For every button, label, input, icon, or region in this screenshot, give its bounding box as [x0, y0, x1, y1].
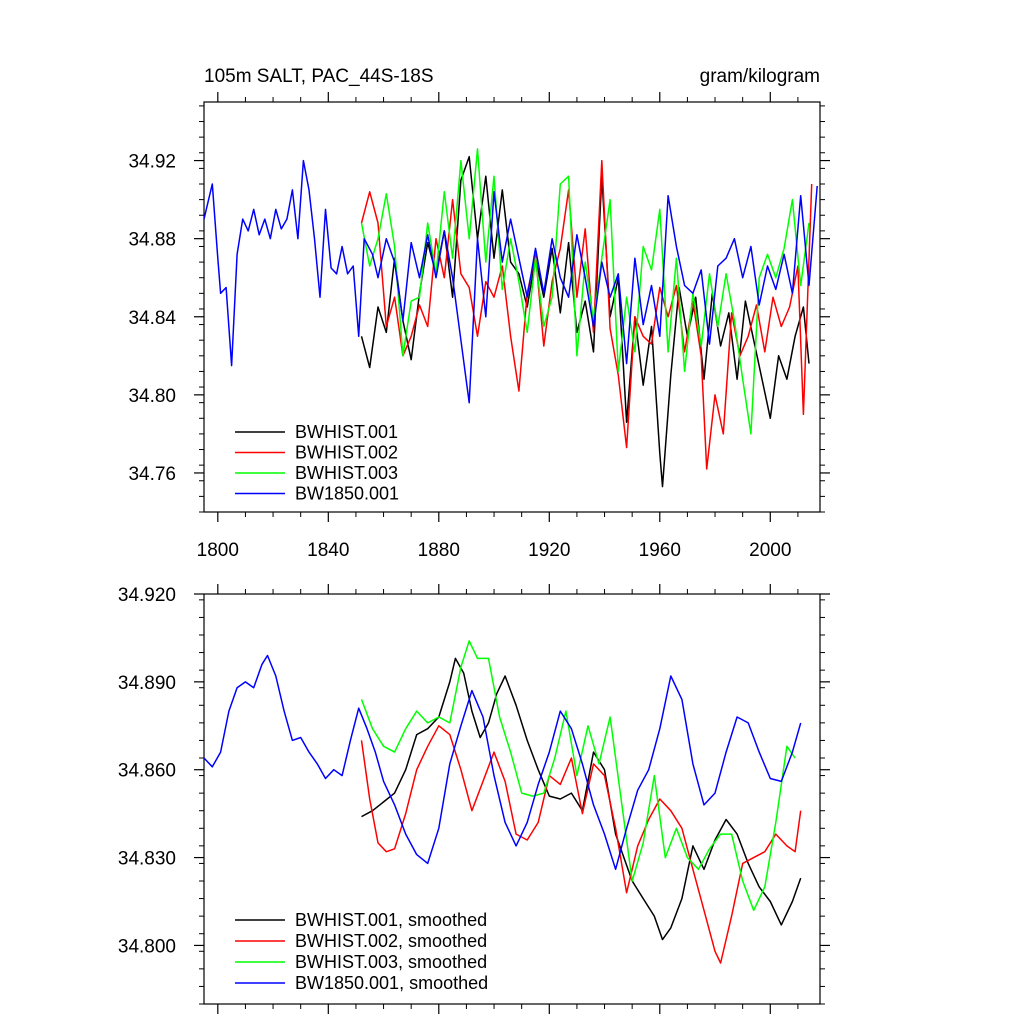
- legend-label: BWHIST.001, smoothed: [295, 910, 487, 930]
- x-tick-label: 1840: [307, 540, 349, 561]
- top-axis-ticks: 1800 1840 1880 1920 1960 2000 34.76 34.80 34.84 3…: [128, 92, 830, 561]
- y-tick-label: 34.800: [118, 936, 176, 957]
- legend-label: BWHIST.003: [295, 463, 398, 483]
- x-tick-label: 1920: [528, 540, 570, 561]
- series-line-bwhist-002-smoothed: [360, 725, 802, 964]
- top-plot-frame: [203, 101, 821, 513]
- y-tick-label: 34.92: [128, 152, 176, 173]
- x-tick-label: 1880: [418, 540, 460, 561]
- top-chart-units: gram/kilogram: [700, 66, 820, 87]
- y-tick-label: 34.830: [118, 849, 176, 870]
- legend-label: BW1850.001, smoothed: [295, 973, 488, 993]
- y-tick-label: 34.890: [118, 673, 176, 694]
- legend-label: BWHIST.002: [295, 443, 398, 463]
- y-tick-label: 34.80: [128, 386, 176, 407]
- legend-label: BW1850.001: [295, 484, 399, 504]
- legend-label: BWHIST.002, smoothed: [295, 931, 487, 951]
- bottom-series-lines: [203, 640, 802, 964]
- top-chart-panel: 105m SALT, PAC_44S-18S gram/kilogram 180…: [128, 66, 830, 561]
- bottom-plot-frame: [203, 593, 821, 1005]
- bottom-chart-panel: 34.800 34.830 34.860 34.890 34.920 BWHIST.00…: [118, 584, 830, 1014]
- bottom-axis-ticks: 34.800 34.830 34.860 34.890 34.920: [118, 584, 830, 1014]
- y-tick-label: 34.76: [128, 464, 176, 485]
- x-tick-label: 1800: [197, 540, 239, 561]
- y-tick-label: 34.88: [128, 230, 176, 251]
- series-line-bwhist-003-smoothed: [360, 640, 796, 912]
- series-line-bw1850-001: [203, 159, 818, 404]
- y-tick-label: 34.920: [118, 585, 176, 606]
- top-chart-title: 105m SALT, PAC_44S-18S: [204, 66, 434, 87]
- top-series-lines: [203, 148, 818, 488]
- x-tick-label: 2000: [749, 540, 791, 561]
- legend-label: BWHIST.003, smoothed: [295, 952, 487, 972]
- x-tick-label: 1960: [639, 540, 681, 561]
- series-line-bw1850-001-smoothed: [203, 654, 802, 871]
- series-line-bwhist-003: [360, 148, 810, 435]
- y-tick-label: 34.84: [128, 308, 176, 329]
- series-line-bwhist-001-smoothed: [361, 657, 802, 941]
- legend-label: BWHIST.001: [295, 422, 398, 442]
- y-tick-label: 34.860: [118, 761, 176, 782]
